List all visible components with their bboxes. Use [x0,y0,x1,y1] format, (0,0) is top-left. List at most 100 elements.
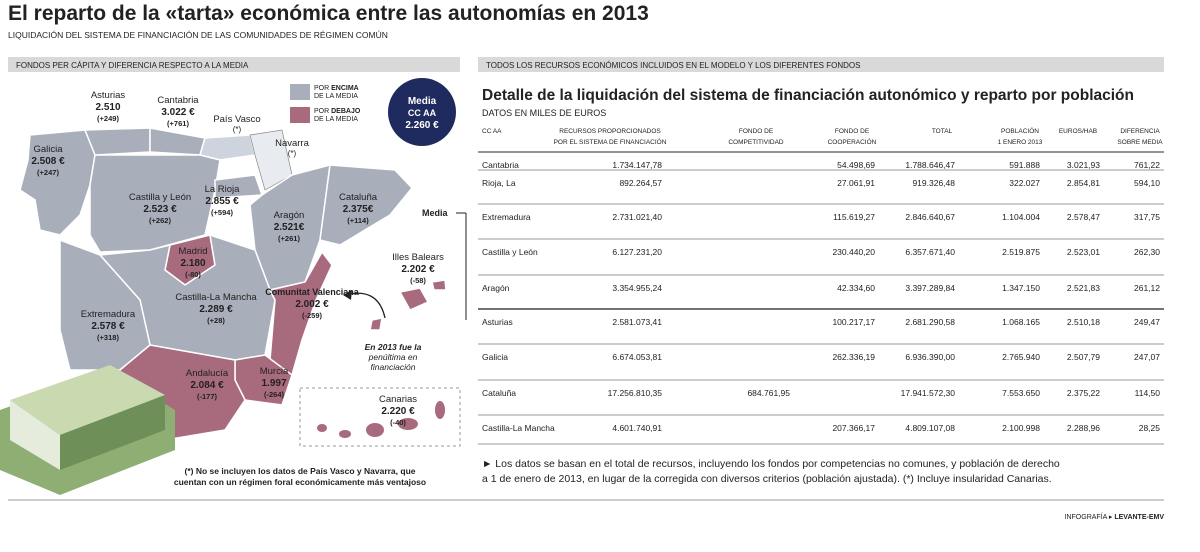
region-difference: (-264) [264,390,285,399]
column-header: 1 ENERO 2013 [998,139,1043,146]
legend-text: POR [314,108,329,115]
average-value: 2.260 € [405,120,439,131]
region-shape [268,250,333,377]
money-illustration [0,365,175,495]
row-label: Extremadura [482,212,531,222]
region-name: Galicia [33,144,63,155]
cell: 115.619,27 [833,212,875,222]
region-value: 2.855 € [205,196,239,207]
region-value: 2.510 [95,102,120,113]
cell: 594,10 [1134,178,1160,188]
cell: 2.731.021,40 [612,212,662,222]
legend-text: POR [314,85,329,92]
canarias-shapes [317,401,445,438]
legend-text: DE LA MEDIA [314,116,358,123]
region-difference: (+114) [347,216,369,225]
average-sublabel: CC AA [408,108,437,118]
cell: 42.334,60 [837,283,875,293]
region-difference: (-40) [390,418,406,427]
cell: 7.553.650 [1002,388,1040,398]
region-value: 2.289 € [199,304,233,315]
column-header: COOPERACIÓN [828,137,877,146]
region-name: Extremadura [81,309,136,320]
region-value: 2.202 € [401,264,435,275]
bills [10,400,60,470]
region-shape [369,317,383,331]
annotation: En 2013 fue la [365,342,422,352]
legend-label: POR ENCIMA DE LA MEDIA [314,85,359,100]
legend-swatch [290,84,310,100]
cell: 100.217,17 [832,317,875,327]
region-difference: (+261) [278,234,300,243]
region-name: Andalucía [186,368,229,379]
cell: 1.788.646,47 [905,160,955,170]
region-name: Castilla y León [129,192,191,203]
region-value: 2.220 € [381,406,415,417]
region-shape [431,279,447,291]
row-label: Rioja, La [482,178,516,188]
cell: 54.498,69 [837,160,875,170]
map [19,127,447,441]
region-value: 1.997 [261,378,286,389]
table-subtitle: DATOS EN MILES DE EUROS [482,108,606,118]
region-name: País Vasco [213,114,260,125]
cell: 2.100.998 [1002,423,1040,433]
footnote: (*) No se incluyen los datos de País Vas… [184,466,415,476]
section-bar [478,57,1164,72]
region-value: 2.002 € [295,299,329,310]
region-difference: (+28) [207,316,225,325]
table-note: a 1 de enero de 2013, en lugar de la cor… [482,473,1052,485]
average-marker: Media [422,208,449,218]
footnote: cuentan con un régimen foral económicame… [174,477,426,487]
column-header: TOTAL [932,128,953,135]
island [339,430,351,438]
cell: 892.264,57 [619,178,662,188]
cell: 4.601.740,91 [612,423,662,433]
region-name: Asturias [91,90,126,101]
region-difference: (+594) [211,208,233,217]
section-title: TODOS LOS RECURSOS ECONÓMICOS INCLUIDOS … [486,61,860,70]
cell: 6.674.053,81 [612,352,662,362]
region-name: Aragón [274,210,305,221]
cell: 2.523,01 [1067,247,1100,257]
row-label: Cantabria [482,160,519,170]
region-shape [398,287,430,311]
region-note: (*) [233,125,242,134]
row-label: Galicia [482,352,508,362]
region-difference: (+761) [167,119,189,128]
cell: 28,25 [1139,423,1161,433]
cell: 3.397.289,84 [905,283,955,293]
region-difference: (+249) [97,114,119,123]
region-value: 3.022 € [161,107,195,118]
region-shape [83,127,151,156]
cell: 2.521,83 [1067,283,1100,293]
column-header: EUROS/HAB [1059,128,1097,135]
cell: 2.375,22 [1067,388,1100,398]
cell: 230.440,20 [832,247,875,257]
island [398,418,418,430]
region-difference: (-259) [302,311,323,320]
title: El reparto de la «tarta» económica entre… [8,2,649,25]
region-difference: (-58) [410,276,426,285]
region-value: 2.180 [180,258,205,269]
region-value: 2.523 € [143,204,177,215]
cell: 2.581.073,41 [612,317,662,327]
cell: 17.256.810,35 [608,388,663,398]
cell: 1.347.150 [1002,283,1040,293]
cell: 262,30 [1134,247,1160,257]
cell: 2.519.875 [1002,247,1040,257]
region-value: 2.084 € [190,380,224,391]
island [317,424,327,432]
column-header: POR EL SISTEMA DE FINANCIACIÓN [554,137,667,146]
subtitle: LIQUIDACIÓN DEL SISTEMA DE FINANCIACIÓN … [8,30,388,40]
column-header: SOBRE MEDIA [1117,139,1163,146]
table-title: Detalle de la liquidación del sistema de… [482,87,1134,104]
cell: 3.021,93 [1067,160,1100,170]
cell: 2.510,18 [1067,317,1100,327]
row-label: Asturias [482,317,513,327]
credit: INFOGRAFÍA ▸ LEVANTE-EMV [1065,512,1165,521]
region-name: Illes Balears [392,252,444,263]
